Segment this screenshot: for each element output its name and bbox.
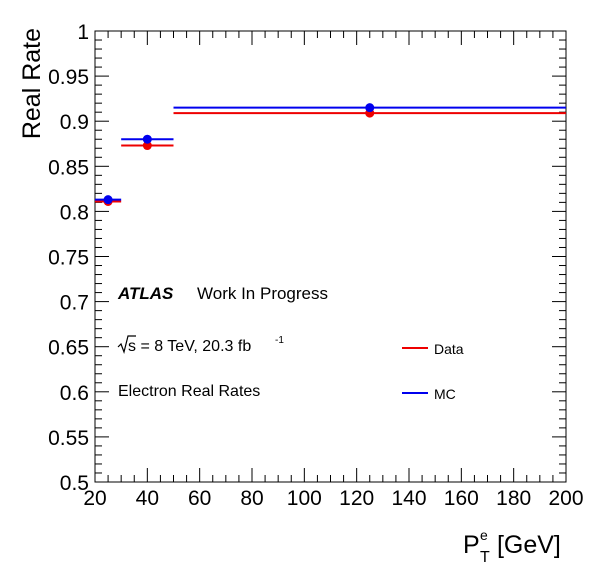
series-mc [95, 103, 566, 205]
lumi-exponent: -1 [275, 335, 284, 346]
selection-label: Electron Real Rates [118, 383, 260, 400]
legend-label-mc: MC [434, 386, 456, 402]
x-tick-label: 80 [240, 487, 263, 510]
y-tick-labels: 0.5 0.55 0.6 0.65 0.7 0.75 0.8 0.85 0.9 0.95 1 [48, 21, 89, 495]
x-tick-label: 40 [136, 487, 159, 510]
y-tick-label: 0.55 [48, 427, 89, 450]
x-axis-label-unit: [GeV] [490, 531, 561, 559]
y-axis-label: Real Rate [18, 28, 46, 139]
atlas-label: ATLAS [117, 284, 174, 303]
y-tick-label: 0.7 [60, 292, 89, 315]
y-tick-label: 0.9 [60, 111, 89, 134]
data-point [103, 195, 113, 205]
data-point [365, 103, 375, 113]
y-tick-label: 0.75 [48, 247, 89, 270]
y-tick-label: 0.8 [60, 201, 89, 224]
x-tick-label: 200 [548, 487, 583, 510]
data-point [142, 134, 152, 144]
x-tick-label: 60 [188, 487, 211, 510]
legend: Data MC [402, 341, 464, 402]
data-point [142, 141, 152, 151]
y-tick-label: 0.65 [48, 337, 89, 360]
x-tick-label: 100 [287, 487, 322, 510]
y-tick-label: 0.85 [48, 156, 89, 179]
plot-frame [94, 30, 567, 483]
x-axis-label-superscript: e [480, 527, 488, 543]
y-tick-label: 0.95 [48, 66, 89, 89]
x-tick-labels: 20 40 60 80 100 120 140 160 180 200 [83, 487, 583, 510]
y-tick-label: 0.5 [60, 472, 89, 495]
y-tick-label: 1 [77, 21, 89, 44]
x-tick-label: 120 [339, 487, 374, 510]
x-tick-label: 20 [83, 487, 106, 510]
x-axis-label: P e T [GeV] [463, 527, 561, 566]
x-tick-label: 140 [391, 487, 426, 510]
x-tick-label: 180 [496, 487, 531, 510]
legend-label-data: Data [434, 341, 464, 357]
sqrt-sign [117, 335, 136, 355]
x-axis-label-main: P [463, 531, 480, 559]
data-marks [95, 103, 566, 206]
x-tick-label: 160 [444, 487, 479, 510]
energy-lumi-label: s = 8 TeV, 20.3 fb [128, 338, 251, 355]
axis-ticks [94, 30, 567, 483]
x-axis-label-subscript: T [480, 549, 490, 566]
y-tick-label: 0.6 [60, 382, 89, 405]
series-data [95, 108, 566, 206]
work-in-progress-label: Work In Progress [197, 284, 328, 303]
